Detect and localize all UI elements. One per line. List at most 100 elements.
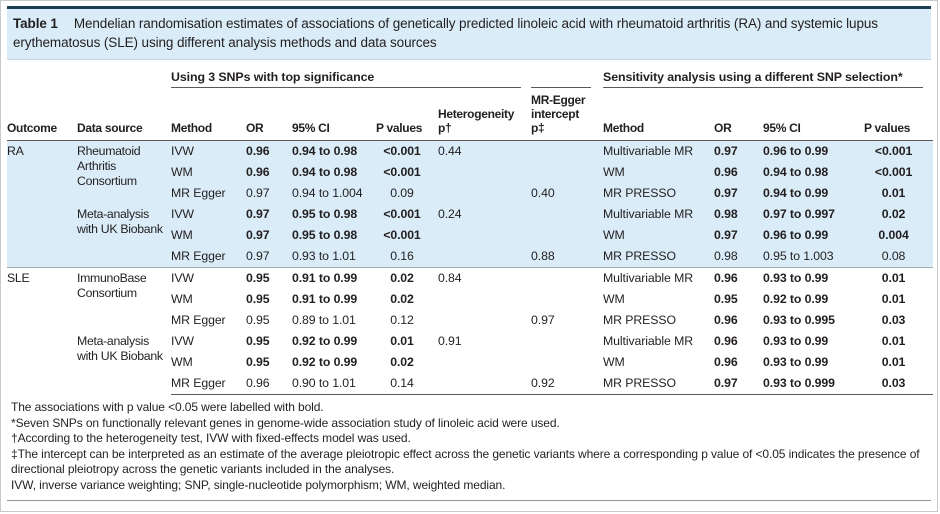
footnote: †According to the heterogeneity test, IV… xyxy=(11,431,411,446)
cell-egger-intercept-p xyxy=(531,331,603,352)
cell-or-sens: 0.96 xyxy=(714,355,738,369)
table-row: WM 0.97 0.95 to 0.98 <0.001 WM 0.97 0.96 to 0.… xyxy=(7,225,934,246)
cell-ci: 0.91 to 0.99 xyxy=(292,292,358,306)
column-header-row: Outcome Data source Method OR 95% CI P values… xyxy=(7,88,934,141)
cell-heterogeneity-p xyxy=(438,183,531,204)
cell-p-value: 0.12 xyxy=(390,313,414,327)
cell-method-sens: Multivariable MR xyxy=(603,207,693,221)
cell-or-sens: 0.97 xyxy=(714,228,738,242)
cell-method-sens: Multivariable MR xyxy=(603,271,693,285)
column-group-egger-rule xyxy=(531,67,592,88)
cell-ci: 0.94 to 0.98 xyxy=(292,144,358,158)
cell-or: 0.95 xyxy=(246,292,270,306)
table-row: WM 0.95 0.92 to 0.99 0.02 WM 0.96 0.93 to 0.99… xyxy=(7,352,933,373)
cell-ci: 0.91 to 0.99 xyxy=(292,271,358,285)
cell-p-value: 0.01 xyxy=(390,334,414,348)
cell-heterogeneity-p xyxy=(438,289,531,310)
table-row: MR Egger 0.96 0.90 to 1.01 0.14 0.92 MR PRESS… xyxy=(7,373,934,395)
column-group-primary: Using 3 SNPs with top significance xyxy=(171,70,522,88)
cell-egger-intercept-p xyxy=(531,225,603,246)
table-row: Meta-analysis with UK Biobank IVW 0.95 0.92… xyxy=(7,331,933,363)
cell-egger-intercept-p xyxy=(531,268,603,290)
col-header-ci: 95% CI xyxy=(292,88,376,141)
cell-data-source: ImmunoBase Consortium xyxy=(77,271,147,300)
cell-or-sens: 0.96 xyxy=(714,165,738,179)
cell-p-value-sens: 0.03 xyxy=(881,313,906,327)
cell-or: 0.97 xyxy=(246,228,270,242)
col-header-or-sens: OR xyxy=(714,88,764,141)
column-group-row: Using 3 SNPs with top significance Sensi… xyxy=(7,60,933,88)
cell-p-value: <0.001 xyxy=(383,228,421,242)
cell-ci: 0.92 to 0.99 xyxy=(292,355,358,369)
cell-method: IVW xyxy=(171,144,194,158)
cell-p-value-sens: 0.01 xyxy=(881,186,906,200)
cell-method: MR Egger xyxy=(171,373,246,395)
cell-method-sens: MR PRESSO xyxy=(603,313,676,327)
cell-p-value-sens: 0.01 xyxy=(881,355,906,369)
cell-heterogeneity-p xyxy=(438,373,532,395)
cell-heterogeneity-p xyxy=(438,225,531,246)
cell-p-value: 0.02 xyxy=(390,292,414,306)
cell-data-source: Meta-analysis with UK Biobank xyxy=(77,334,163,363)
cell-or-sens: 0.98 xyxy=(714,249,738,263)
cell-or: 0.96 xyxy=(246,144,270,158)
cell-egger-intercept-p xyxy=(531,141,603,163)
cell-or: 0.95 xyxy=(246,355,270,369)
cell-egger-intercept-p: 0.92 xyxy=(531,373,604,395)
cell-ci-sens: 0.93 to 0.999 xyxy=(763,373,865,395)
cell-or-sens: 0.97 xyxy=(714,186,738,200)
col-header-method-sens: Method xyxy=(603,88,715,141)
table-row: RA Rheumatoid Arthritis Consortium IVW 0.96… xyxy=(7,140,934,188)
cell-or: 0.95 xyxy=(246,334,270,348)
table-caption-text: Mendelian randomisation estimates of ass… xyxy=(13,16,878,50)
cell-p-value: 0.02 xyxy=(390,271,414,285)
cell-ci: 0.93 to 1.01 xyxy=(292,249,356,263)
cell-ci: 0.89 to 1.01 xyxy=(292,313,356,327)
cell-or-sens: 0.97 xyxy=(714,373,764,395)
table-row: WM 0.96 0.94 to 0.98 <0.001 WM 0.96 0.94 to 0.… xyxy=(7,162,934,183)
col-header-outcome: Outcome xyxy=(7,88,77,141)
cell-p-value: 0.14 xyxy=(376,373,438,395)
cell-p-value-sens: <0.001 xyxy=(874,165,913,179)
cell-or-sens: 0.96 xyxy=(714,313,738,327)
cell-p-value: 0.02 xyxy=(390,355,414,369)
table-footnotes: The associations with p value <0.05 were… xyxy=(7,395,931,501)
cell-egger-intercept-p: 0.40 xyxy=(531,186,555,200)
col-header-data-source: Data source xyxy=(77,88,171,141)
mr-estimates-table: Using 3 SNPs with top significance Sensi… xyxy=(7,60,934,395)
cell-method: WM xyxy=(171,292,193,306)
cell-method: WM xyxy=(171,355,193,369)
cell-egger-intercept-p xyxy=(531,352,603,373)
cell-heterogeneity-p: 0.44 xyxy=(438,144,462,158)
cell-heterogeneity-p: 0.24 xyxy=(438,207,462,221)
cell-method-sens: Multivariable MR xyxy=(603,334,693,348)
cell-outcome: RA xyxy=(7,144,24,158)
spanner-spacer xyxy=(7,60,171,88)
table-row: MR Egger 0.97 0.93 to 1.01 0.16 0.88 MR PRESS… xyxy=(7,246,934,268)
cell-method: WM xyxy=(171,165,193,179)
cell-egger-intercept-p xyxy=(531,204,603,225)
cell-method: WM xyxy=(171,228,193,242)
cell-method: IVW xyxy=(171,271,194,285)
cell-ci-sens: 0.97 to 0.997 xyxy=(763,207,835,221)
table-row: SLE ImmunoBase Consortium IVW 0.95 0.91 to 0… xyxy=(7,267,934,300)
spanner-cell-primary: Using 3 SNPs with top significance xyxy=(171,60,531,88)
cell-outcome: SLE xyxy=(7,271,30,285)
cell-or: 0.97 xyxy=(246,207,270,221)
cell-method: IVW xyxy=(171,207,194,221)
cell-or: 0.95 xyxy=(246,313,270,327)
cell-ci: 0.95 to 0.98 xyxy=(292,207,358,221)
table-row: Meta-analysis with UK Biobank IVW 0.97 0.95… xyxy=(7,204,934,236)
footnote: IVW, inverse variance weighting; SNP, si… xyxy=(11,477,506,492)
col-header-p-values-sens: P values xyxy=(864,88,934,141)
cell-or: 0.96 xyxy=(246,373,292,395)
cell-heterogeneity-p: 0.91 xyxy=(438,334,462,348)
cell-ci-sens: 0.93 to 0.99 xyxy=(763,271,829,285)
cell-heterogeneity-p xyxy=(438,310,531,331)
cell-method: MR Egger xyxy=(171,249,226,263)
cell-heterogeneity-p: 0.84 xyxy=(438,271,462,285)
cell-p-value: <0.001 xyxy=(383,165,421,179)
cell-method-sens: WM xyxy=(603,355,625,369)
col-header-p-values: P values xyxy=(376,88,438,141)
